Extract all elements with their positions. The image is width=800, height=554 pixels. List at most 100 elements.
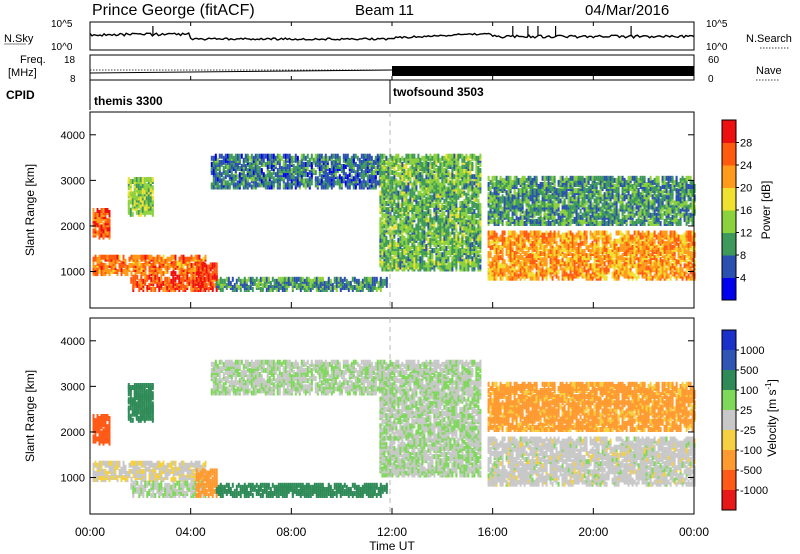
power-cell xyxy=(439,266,442,272)
power-cell xyxy=(565,253,568,259)
power-cell xyxy=(350,174,353,180)
power-cell xyxy=(259,276,262,282)
power-cell xyxy=(469,153,472,159)
power-cell xyxy=(477,219,480,225)
power-cell xyxy=(527,232,530,238)
power-cell xyxy=(519,271,522,277)
power-cell xyxy=(190,262,193,268)
power-cell xyxy=(427,155,430,161)
power-cell xyxy=(405,237,408,243)
power-cell xyxy=(288,176,291,182)
power-cell xyxy=(455,202,458,208)
power-cell xyxy=(359,285,362,290)
power-cell xyxy=(437,153,440,159)
power-cell xyxy=(360,184,363,190)
power-cell xyxy=(423,260,426,266)
power-cell xyxy=(310,180,313,186)
power-cell xyxy=(405,180,408,186)
power-cell xyxy=(385,182,388,188)
power-cell xyxy=(429,164,432,169)
power-cell xyxy=(201,272,204,278)
power-cell xyxy=(358,157,361,163)
power-cell xyxy=(433,248,436,254)
power-cell xyxy=(515,232,518,238)
power-cell xyxy=(433,266,436,272)
power-cell xyxy=(457,256,460,262)
power-cell xyxy=(455,227,458,233)
power-cell xyxy=(509,244,512,250)
power-cell xyxy=(94,254,97,260)
power-cell xyxy=(184,269,187,274)
power-cell xyxy=(411,153,414,159)
power-cell xyxy=(188,256,191,262)
power-cell xyxy=(433,184,436,190)
power-cell xyxy=(381,153,384,159)
power-cell xyxy=(218,166,221,171)
power-cell xyxy=(425,235,428,241)
power-cell xyxy=(138,278,141,284)
power-cell xyxy=(575,232,578,238)
power-cell xyxy=(503,236,506,242)
power-cell xyxy=(429,215,432,221)
power-cell xyxy=(441,176,444,182)
power-cell xyxy=(306,153,309,159)
power-cell xyxy=(130,254,133,260)
power-cell xyxy=(471,200,474,206)
power-cell xyxy=(517,273,520,279)
power-cell xyxy=(368,184,371,190)
power-cell xyxy=(457,176,460,182)
power-cell xyxy=(519,246,522,252)
power-cell xyxy=(459,252,462,258)
power-cell xyxy=(443,205,446,210)
power-cell xyxy=(395,170,398,176)
power-cell xyxy=(413,186,416,192)
power-cell xyxy=(477,235,480,241)
power-cell xyxy=(437,239,440,245)
power-cell xyxy=(443,227,446,233)
power-cell xyxy=(254,157,257,163)
power-cell xyxy=(387,194,390,200)
power-cell xyxy=(569,257,572,263)
power-cell xyxy=(233,287,236,292)
power-cell xyxy=(391,170,394,176)
power-cell xyxy=(379,198,382,204)
power-cell xyxy=(134,274,137,280)
power-cell xyxy=(303,278,306,284)
power-cell xyxy=(302,178,305,184)
power-cell xyxy=(393,155,396,161)
power-cell xyxy=(195,276,198,282)
power-cell xyxy=(284,157,287,163)
power-cell xyxy=(347,287,350,292)
power-cell xyxy=(409,170,412,176)
power-cell xyxy=(383,174,386,180)
power-cell xyxy=(571,232,574,238)
power-cell xyxy=(433,166,436,171)
power-cell xyxy=(270,172,273,178)
power-cell xyxy=(571,253,574,259)
power-cell xyxy=(140,267,143,272)
power-cell xyxy=(421,192,424,198)
power-cell xyxy=(419,161,422,167)
power-cell xyxy=(262,180,265,186)
power-cell xyxy=(497,251,500,256)
power-cell xyxy=(224,184,227,190)
power-cell xyxy=(146,254,149,260)
power-cell xyxy=(365,276,368,282)
power-cell xyxy=(98,210,101,215)
power-cell xyxy=(110,260,113,266)
power-cell xyxy=(513,251,516,256)
power-cell xyxy=(583,240,586,246)
power-cell xyxy=(314,161,317,167)
power-cell xyxy=(318,153,321,159)
power-cell xyxy=(405,157,408,163)
power-cell xyxy=(288,166,291,171)
power-cell xyxy=(465,207,468,213)
power-cell xyxy=(471,180,474,186)
power-cell xyxy=(218,170,221,176)
power-cell xyxy=(609,242,612,248)
power-cell xyxy=(343,276,346,282)
power-cell xyxy=(443,174,446,180)
power-cell xyxy=(336,153,339,159)
power-cell xyxy=(489,269,492,275)
power-cell xyxy=(437,200,440,206)
